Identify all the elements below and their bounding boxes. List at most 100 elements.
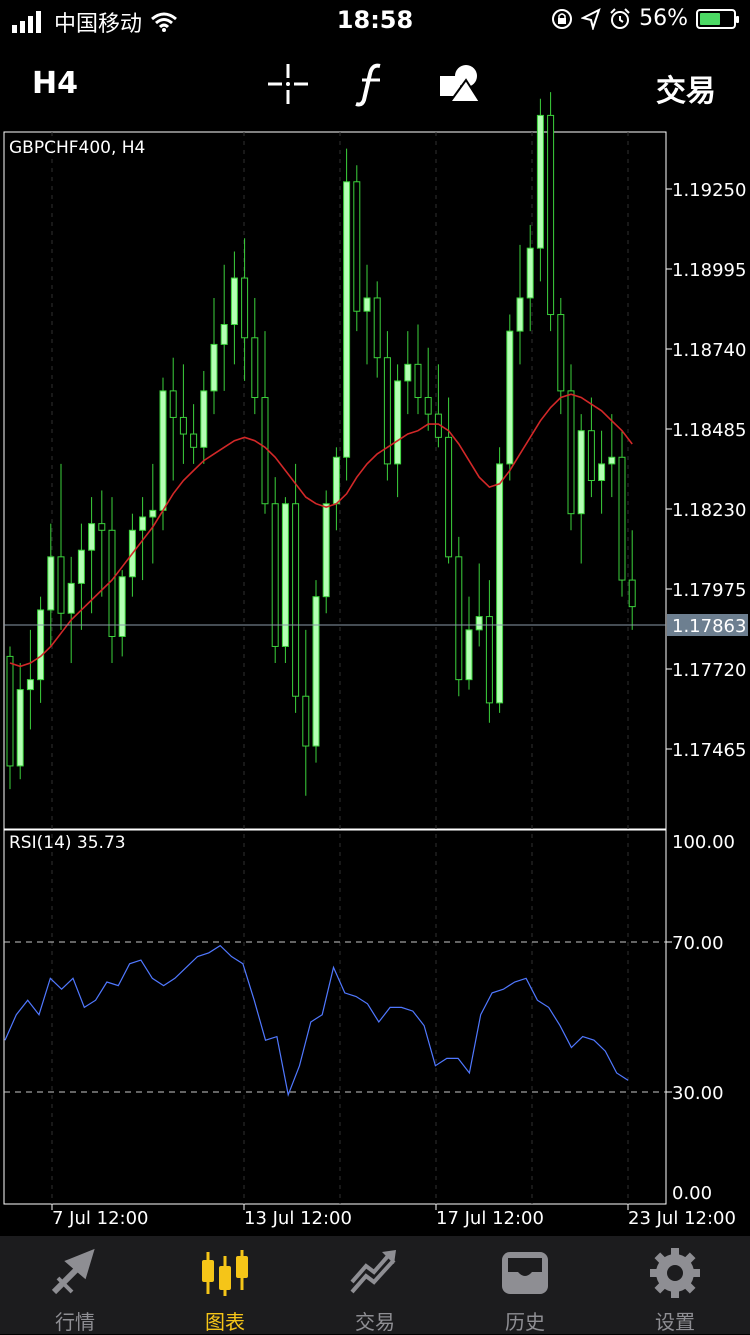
vertical-grid	[51, 132, 629, 1204]
candle-body	[88, 523, 96, 551]
candle-body	[271, 503, 279, 647]
wifi-icon	[151, 12, 177, 32]
status-bar: 中国移动 18:58 56%	[0, 0, 750, 42]
indicators-icon[interactable]	[350, 60, 398, 108]
time-label: 13 Jul 12:00	[244, 1208, 352, 1229]
tab-label: 行情	[55, 1310, 95, 1334]
candle-body	[587, 430, 595, 482]
battery-percent: 56%	[639, 6, 688, 31]
candle-body	[557, 314, 565, 392]
rsi-level-label: 30.00	[672, 1083, 724, 1104]
crosshair-icon[interactable]	[264, 60, 312, 108]
settings-icon	[650, 1248, 700, 1298]
rsi-frame	[3, 829, 667, 1205]
time-label: 7 Jul 12:00	[52, 1208, 149, 1229]
objects-icon[interactable]	[436, 60, 484, 108]
candle-body	[16, 689, 24, 767]
candle-body	[322, 503, 330, 598]
candle-body	[496, 463, 504, 704]
candle-body	[618, 456, 626, 581]
candle-body	[363, 297, 371, 312]
candle-body	[445, 436, 453, 558]
tab-label: 设置	[655, 1310, 695, 1334]
candle-body	[6, 655, 14, 767]
candle-body	[455, 556, 463, 681]
time-label: 23 Jul 12:00	[628, 1208, 736, 1229]
trade-icon	[350, 1250, 396, 1294]
candle-body	[292, 503, 300, 697]
candle-body	[139, 516, 147, 531]
price-axis: 1.19250 1.18995 1.18740 1.18485 1.18230 …	[666, 180, 746, 761]
candle-body	[343, 181, 351, 458]
candle-body	[394, 380, 402, 465]
candle-body	[261, 397, 269, 505]
candle-body	[251, 337, 259, 399]
main-chart-frame	[3, 131, 667, 830]
chart-title: GBPCHF400, H4	[9, 138, 145, 158]
candle-body	[302, 695, 310, 747]
history-icon	[502, 1252, 548, 1294]
orientation-lock-icon	[552, 8, 573, 29]
candle-body	[37, 609, 45, 681]
candle-body	[414, 363, 422, 399]
tab-label: 历史	[505, 1310, 545, 1334]
tab-trade[interactable]: 交易	[300, 1236, 450, 1334]
candle-body	[149, 509, 157, 518]
chart-toolbar: H4 交易	[0, 50, 750, 120]
tab-history[interactable]: 历史	[450, 1236, 600, 1334]
trade-button[interactable]: 交易	[656, 74, 716, 109]
candle-body	[190, 433, 198, 448]
candle-body	[373, 297, 381, 359]
price-label: 1.19250	[672, 180, 746, 201]
chart-area[interactable]: GBPCHF400, H4 1.19250 1.18995 1.18740 1.…	[0, 0, 750, 1240]
candles-layer	[6, 92, 636, 796]
tab-chart[interactable]: 图表	[150, 1236, 300, 1334]
candle-body	[281, 503, 289, 647]
rsi-line	[4, 944, 629, 1097]
current-price-badge	[667, 614, 748, 636]
signal-icon	[12, 11, 41, 33]
current-price-label: 1.17863	[672, 616, 746, 637]
candle-body	[47, 556, 55, 611]
timeframe-button[interactable]: H4	[32, 66, 78, 101]
price-label: 1.17720	[672, 660, 746, 681]
candle-body	[424, 397, 432, 415]
chart-icon	[202, 1250, 248, 1296]
rsi-level-label: 70.00	[672, 933, 724, 954]
quotes-icon	[51, 1248, 95, 1295]
tab-quotes[interactable]: 行情	[0, 1236, 150, 1334]
price-label: 1.17975	[672, 580, 746, 601]
tab-bar: 行情 图表 交易 历史	[0, 1236, 750, 1334]
time-axis: 7 Jul 12:00 13 Jul 12:00 17 Jul 12:00 23…	[51, 1204, 736, 1229]
candle-body	[159, 390, 167, 511]
candle-body	[332, 456, 340, 505]
alarm-icon	[610, 7, 630, 29]
candle-body	[485, 616, 493, 704]
candle-body	[547, 114, 555, 316]
status-left: 中国移动	[12, 6, 178, 38]
location-icon	[581, 7, 601, 30]
candle-body	[475, 616, 483, 631]
candle-body	[404, 363, 412, 382]
candle-body	[383, 357, 391, 465]
rsi-level-label: 100.00	[672, 832, 735, 853]
price-label: 1.17465	[672, 740, 746, 761]
tab-settings[interactable]: 设置	[600, 1236, 750, 1334]
candle-body	[241, 277, 249, 339]
moving-average-line	[9, 393, 633, 668]
battery-icon	[696, 8, 739, 29]
candle-body	[200, 390, 208, 448]
candle-body	[26, 679, 34, 691]
price-label: 1.18995	[672, 260, 746, 281]
price-label: 1.18485	[672, 420, 746, 441]
candle-body	[210, 343, 218, 392]
candle-body	[526, 247, 534, 299]
candle-body	[465, 629, 473, 681]
candle-body	[608, 456, 616, 465]
rsi-axis: 100.00 70.00 30.00 0.00	[666, 832, 735, 1204]
candle-body	[220, 324, 228, 345]
tab-label: 交易	[355, 1310, 395, 1334]
rsi-level-label: 0.00	[672, 1183, 712, 1204]
status-right: 56%	[551, 6, 739, 31]
candle-body	[108, 529, 116, 637]
